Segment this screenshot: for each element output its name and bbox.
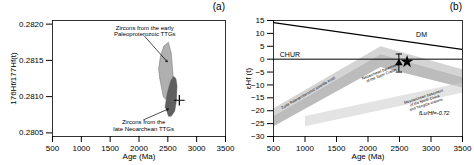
svg-text:fLu/Hf=-0.72: fLu/Hf=-0.72 — [419, 110, 449, 116]
svg-text:2500: 2500 — [159, 144, 177, 153]
svg-text:0.2815: 0.2815 — [19, 56, 44, 65]
svg-text:−25: −25 — [251, 119, 265, 128]
svg-text:Neoarchean basementof the Tari: Neoarchean basementof the Tarim Craton — [361, 62, 401, 84]
svg-text:2000: 2000 — [130, 144, 148, 154]
svg-text:Zircons from the earlyPaleopro: Zircons from the earlyPaleoproterozoic T… — [114, 25, 176, 37]
svg-text:εHf (t): εHf (t) — [244, 67, 253, 89]
svg-text:2000: 2000 — [359, 144, 377, 154]
html-text:(b): (b) — [449, 1, 462, 12]
svg-text:3500: 3500 — [454, 144, 472, 153]
svg-text:15: 15 — [256, 16, 265, 25]
svg-text:5: 5 — [260, 42, 265, 51]
svg-text:Mesoarchean basementof the Nor: Mesoarchean basementof the North Chinaan… — [404, 88, 447, 113]
svg-text:−30: −30 — [251, 132, 265, 141]
svg-text:Early Paleoproterozoic juvenil: Early Paleoproterozoic juvenile crust — [281, 75, 337, 110]
svg-text:Zircons from thelate Neoarchea: Zircons from thelate Neoarchean TTGs — [113, 119, 174, 131]
svg-text:−20: −20 — [251, 106, 265, 115]
svg-text:1000: 1000 — [296, 144, 314, 153]
svg-text:0.2805: 0.2805 — [19, 128, 44, 137]
svg-text:−15: −15 — [251, 93, 265, 102]
svg-text:10: 10 — [256, 29, 265, 38]
html-text:(a): (a) — [212, 1, 225, 12]
svg-text:500: 500 — [267, 144, 281, 153]
svg-text:1500: 1500 — [328, 144, 346, 153]
svg-text:176Hf/177Hf(t): 176Hf/177Hf(t) — [9, 52, 18, 105]
svg-text:CHUR: CHUR — [280, 51, 300, 58]
svg-text:0.2810: 0.2810 — [19, 92, 44, 101]
svg-text:0: 0 — [260, 55, 265, 64]
svg-text:DM: DM — [416, 31, 427, 38]
svg-text:0.2820: 0.2820 — [19, 20, 44, 29]
svg-text:3500: 3500 — [217, 144, 235, 153]
svg-text:Age (Ma): Age (Ma) — [123, 152, 156, 161]
svg-text:500: 500 — [46, 144, 60, 153]
svg-text:−5: −5 — [255, 68, 265, 77]
svg-text:1500: 1500 — [101, 144, 119, 153]
svg-text:3000: 3000 — [188, 144, 206, 153]
svg-text:2500: 2500 — [391, 144, 409, 153]
svg-text:1000: 1000 — [72, 144, 90, 153]
svg-text:Age (Ma): Age (Ma) — [352, 152, 385, 161]
svg-text:3000: 3000 — [422, 144, 440, 153]
svg-text:−10: −10 — [250, 80, 265, 90]
